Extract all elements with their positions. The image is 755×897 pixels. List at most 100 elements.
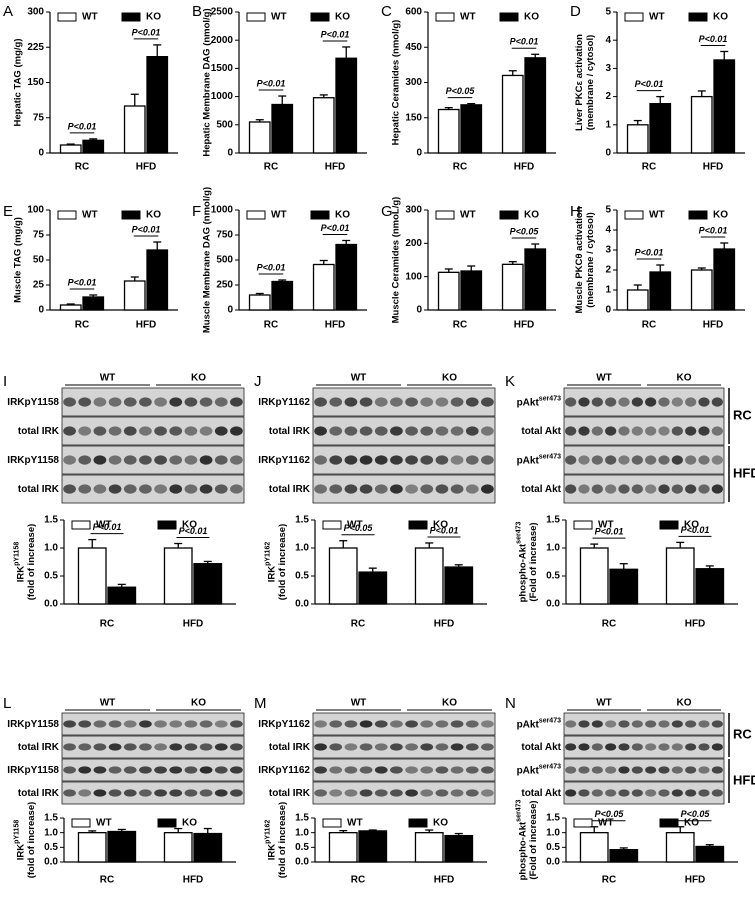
y-tick-label: 1.5 (295, 515, 309, 526)
blot-band (199, 397, 213, 407)
blot-band (631, 766, 643, 774)
significance-label: P<0.05 (595, 809, 625, 819)
y-tick-label: 500 (216, 255, 233, 266)
blot-band (359, 720, 373, 728)
blot-band (154, 426, 167, 436)
y-tick-label: 1.0 (546, 827, 560, 838)
blot-row-label: total IRK (269, 788, 311, 799)
y-tick-label: 0.0 (44, 599, 58, 610)
blot-band (139, 397, 152, 407)
blot-band (698, 484, 710, 494)
blot-strip (563, 387, 725, 417)
y-tick-label: 5 (605, 7, 611, 18)
legend-label: WT (96, 818, 112, 829)
legend-swatch (71, 520, 91, 530)
bar (695, 568, 725, 605)
bar (193, 563, 223, 605)
y-axis-label: (Fold of increase) (528, 522, 539, 601)
blot-band (139, 484, 152, 494)
significance-label: P<0.01 (68, 277, 97, 287)
blot-band (565, 397, 577, 407)
y-axis-label: Hepatic Membrane DAG (nmol/g) (202, 8, 213, 156)
blot-band (374, 766, 388, 774)
blot-band (578, 743, 590, 751)
blot-band (139, 426, 152, 436)
blot-band (481, 455, 494, 465)
y-tick-label: 0.0 (295, 857, 309, 868)
y-tick-label: 0 (38, 148, 44, 159)
condition-label: HFD (733, 465, 755, 480)
blot-band (93, 766, 107, 774)
x-tick-label: HFD (514, 162, 535, 173)
bar (123, 280, 146, 311)
bar (626, 289, 649, 311)
legend-swatch (573, 818, 593, 828)
y-tick-label: 300 (405, 205, 422, 216)
blot-band (481, 766, 494, 774)
blot-band (450, 484, 464, 494)
blot-band (169, 484, 183, 494)
blot-band (63, 455, 76, 465)
y-tick-label: 2000 (211, 35, 234, 46)
x-tick-label: HFD (183, 619, 204, 630)
y-tick-label: 1000 (211, 91, 234, 102)
blot-group-label: KO (442, 698, 457, 709)
blot-band (565, 766, 577, 774)
panel-letter: L (3, 695, 11, 712)
panel-letter: M (254, 695, 267, 712)
blot-band (123, 766, 137, 774)
y-tick-label: 0 (605, 305, 611, 316)
blot-band (329, 455, 343, 465)
x-tick-label: HFD (434, 619, 455, 630)
blot-band (578, 484, 590, 494)
blot-band (184, 455, 198, 465)
blot-band (591, 484, 603, 494)
blot-row-label: pAktser473 (517, 396, 562, 408)
blot-band (108, 426, 122, 436)
y-tick-label: 1.5 (44, 515, 58, 526)
blot-band (698, 743, 710, 751)
blot-band (591, 455, 603, 465)
blot-group-label: KO (191, 698, 206, 709)
x-tick-label: RC (351, 619, 365, 630)
y-tick-label: 1 (605, 119, 611, 130)
blot-band (169, 789, 183, 797)
blot-group-label: KO (442, 373, 457, 384)
blot-band (93, 426, 107, 436)
blot-row-label: total IRK (18, 742, 60, 753)
x-tick-label: HFD (434, 875, 455, 886)
legend-swatch (499, 210, 519, 220)
blot-row-label: total Akt (521, 742, 561, 753)
blot-band (420, 720, 434, 728)
legend-label: WT (82, 210, 98, 221)
blot-band (671, 455, 683, 465)
panel-letter: G (381, 203, 393, 220)
condition-label: RC (733, 407, 752, 422)
blot-band (565, 720, 577, 728)
bar (248, 121, 271, 154)
blot-band (435, 397, 449, 407)
blot-band (184, 720, 198, 728)
blot-band (578, 426, 590, 436)
blot-band (359, 426, 373, 436)
y-tick-label: 0 (416, 148, 422, 159)
y-tick-label: 1.0 (295, 543, 309, 554)
blot-band (481, 743, 494, 751)
y-tick-label: 150 (405, 112, 422, 123)
legend-label: KO (433, 520, 448, 531)
blot-band (78, 720, 92, 728)
blot-band (314, 397, 327, 407)
blot-band (359, 743, 373, 751)
blot-band (605, 766, 617, 774)
blot-band (154, 397, 167, 407)
blot-band (214, 455, 228, 465)
blot-band (591, 397, 603, 407)
bar (665, 547, 695, 605)
y-axis-label: Hepatic TAG (mg/g) (13, 39, 24, 127)
legend-label: KO (524, 210, 539, 221)
blot-band (591, 426, 603, 436)
blot-band (591, 789, 603, 797)
blot-strip (61, 445, 245, 475)
y-axis-label-sup: ser473 (516, 522, 523, 544)
blot-band (329, 426, 343, 436)
